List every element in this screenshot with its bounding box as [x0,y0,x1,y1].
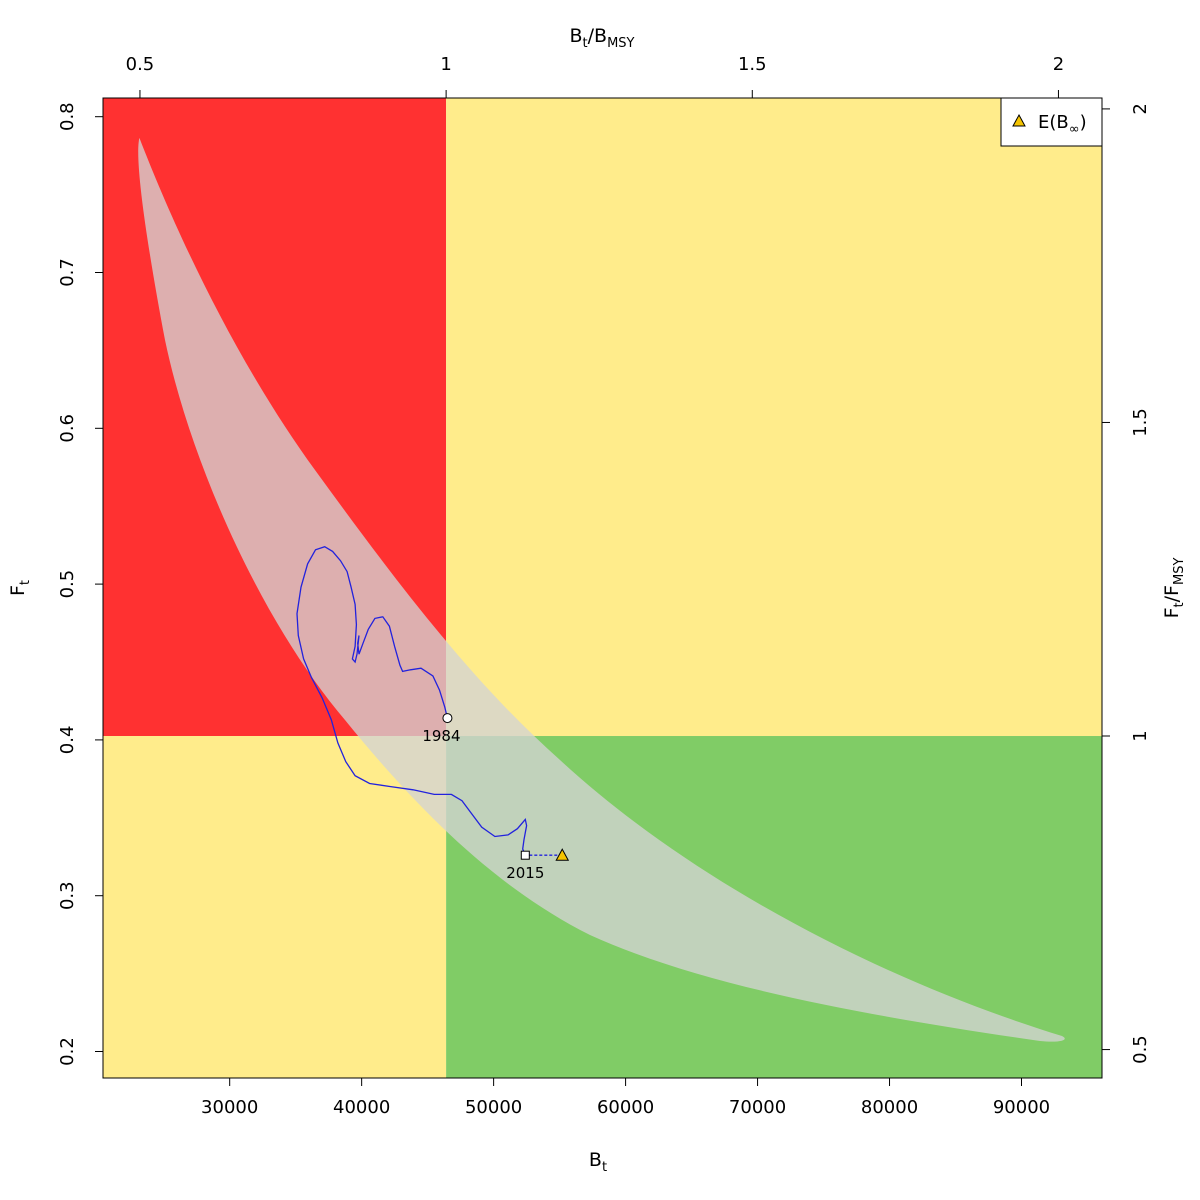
legend: E(B∞) [1000,97,1103,147]
tick-label: 1.5 [1130,408,1151,437]
tick-label: 40000 [333,1097,390,1118]
bottom-axis-ticks: 30000 40000 50000 60000 70000 80000 90000 [201,1078,1050,1118]
tick-label: 0.5 [57,570,78,599]
legend-label: E(B∞) [1038,112,1087,137]
tick-label: 50000 [465,1097,522,1118]
tick-label: 1 [440,54,451,75]
quadrant-caution-bottom-left [103,736,447,1078]
right-axis-ticks: 0.5 1 1.5 2 [1102,103,1151,1064]
tick-label: 0.7 [57,258,78,287]
tick-label: 1 [1130,730,1151,741]
left-axis-ticks: 0.2 0.3 0.4 0.5 0.6 0.7 0.8 [57,102,103,1066]
left-axis-label: Ft [7,580,33,596]
tick-label: 80000 [861,1097,918,1118]
trajectory-line [296,545,528,856]
tick-label: 0.6 [57,414,78,443]
start-year-label: 1984 [422,727,460,745]
tick-label: 0.5 [1130,1035,1151,1064]
tick-label: 2 [1053,54,1064,75]
right-axis-label: Ft/FMSY [1161,558,1187,619]
expected-biomass-marker [555,848,570,861]
end-point-marker [520,850,530,860]
tick-label: 30000 [201,1097,258,1118]
top-axis-ticks: 0.5 1 1.5 2 [126,54,1064,98]
end-year-label: 2015 [506,864,544,882]
tick-label: 0.3 [57,881,78,910]
confidence-region [138,137,1065,1042]
tick-label: 60000 [597,1097,654,1118]
bottom-axis-label: Bt [589,1149,607,1175]
tick-label: 70000 [729,1097,786,1118]
legend-expected-marker [1012,113,1026,127]
quadrant-caution-top-right [446,98,1102,737]
plot-frame [102,97,1103,1079]
tick-label: 0.4 [57,726,78,755]
tick-label: 90000 [993,1097,1050,1118]
tick-label: 1.5 [738,54,767,75]
tick-label: 0.2 [57,1037,78,1066]
top-axis-label: Bt/BMSY [569,25,634,51]
tick-label: 0.8 [57,102,78,131]
start-point-marker [442,713,453,724]
tick-label: 2 [1130,103,1151,114]
tick-label: 0.5 [126,54,155,75]
